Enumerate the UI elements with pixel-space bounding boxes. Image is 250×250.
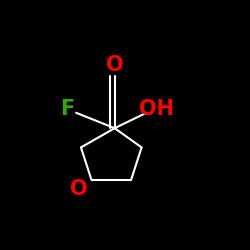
Text: OH: OH: [140, 99, 174, 119]
Text: F: F: [60, 99, 74, 119]
Text: O: O: [70, 179, 88, 199]
Text: O: O: [106, 55, 124, 75]
